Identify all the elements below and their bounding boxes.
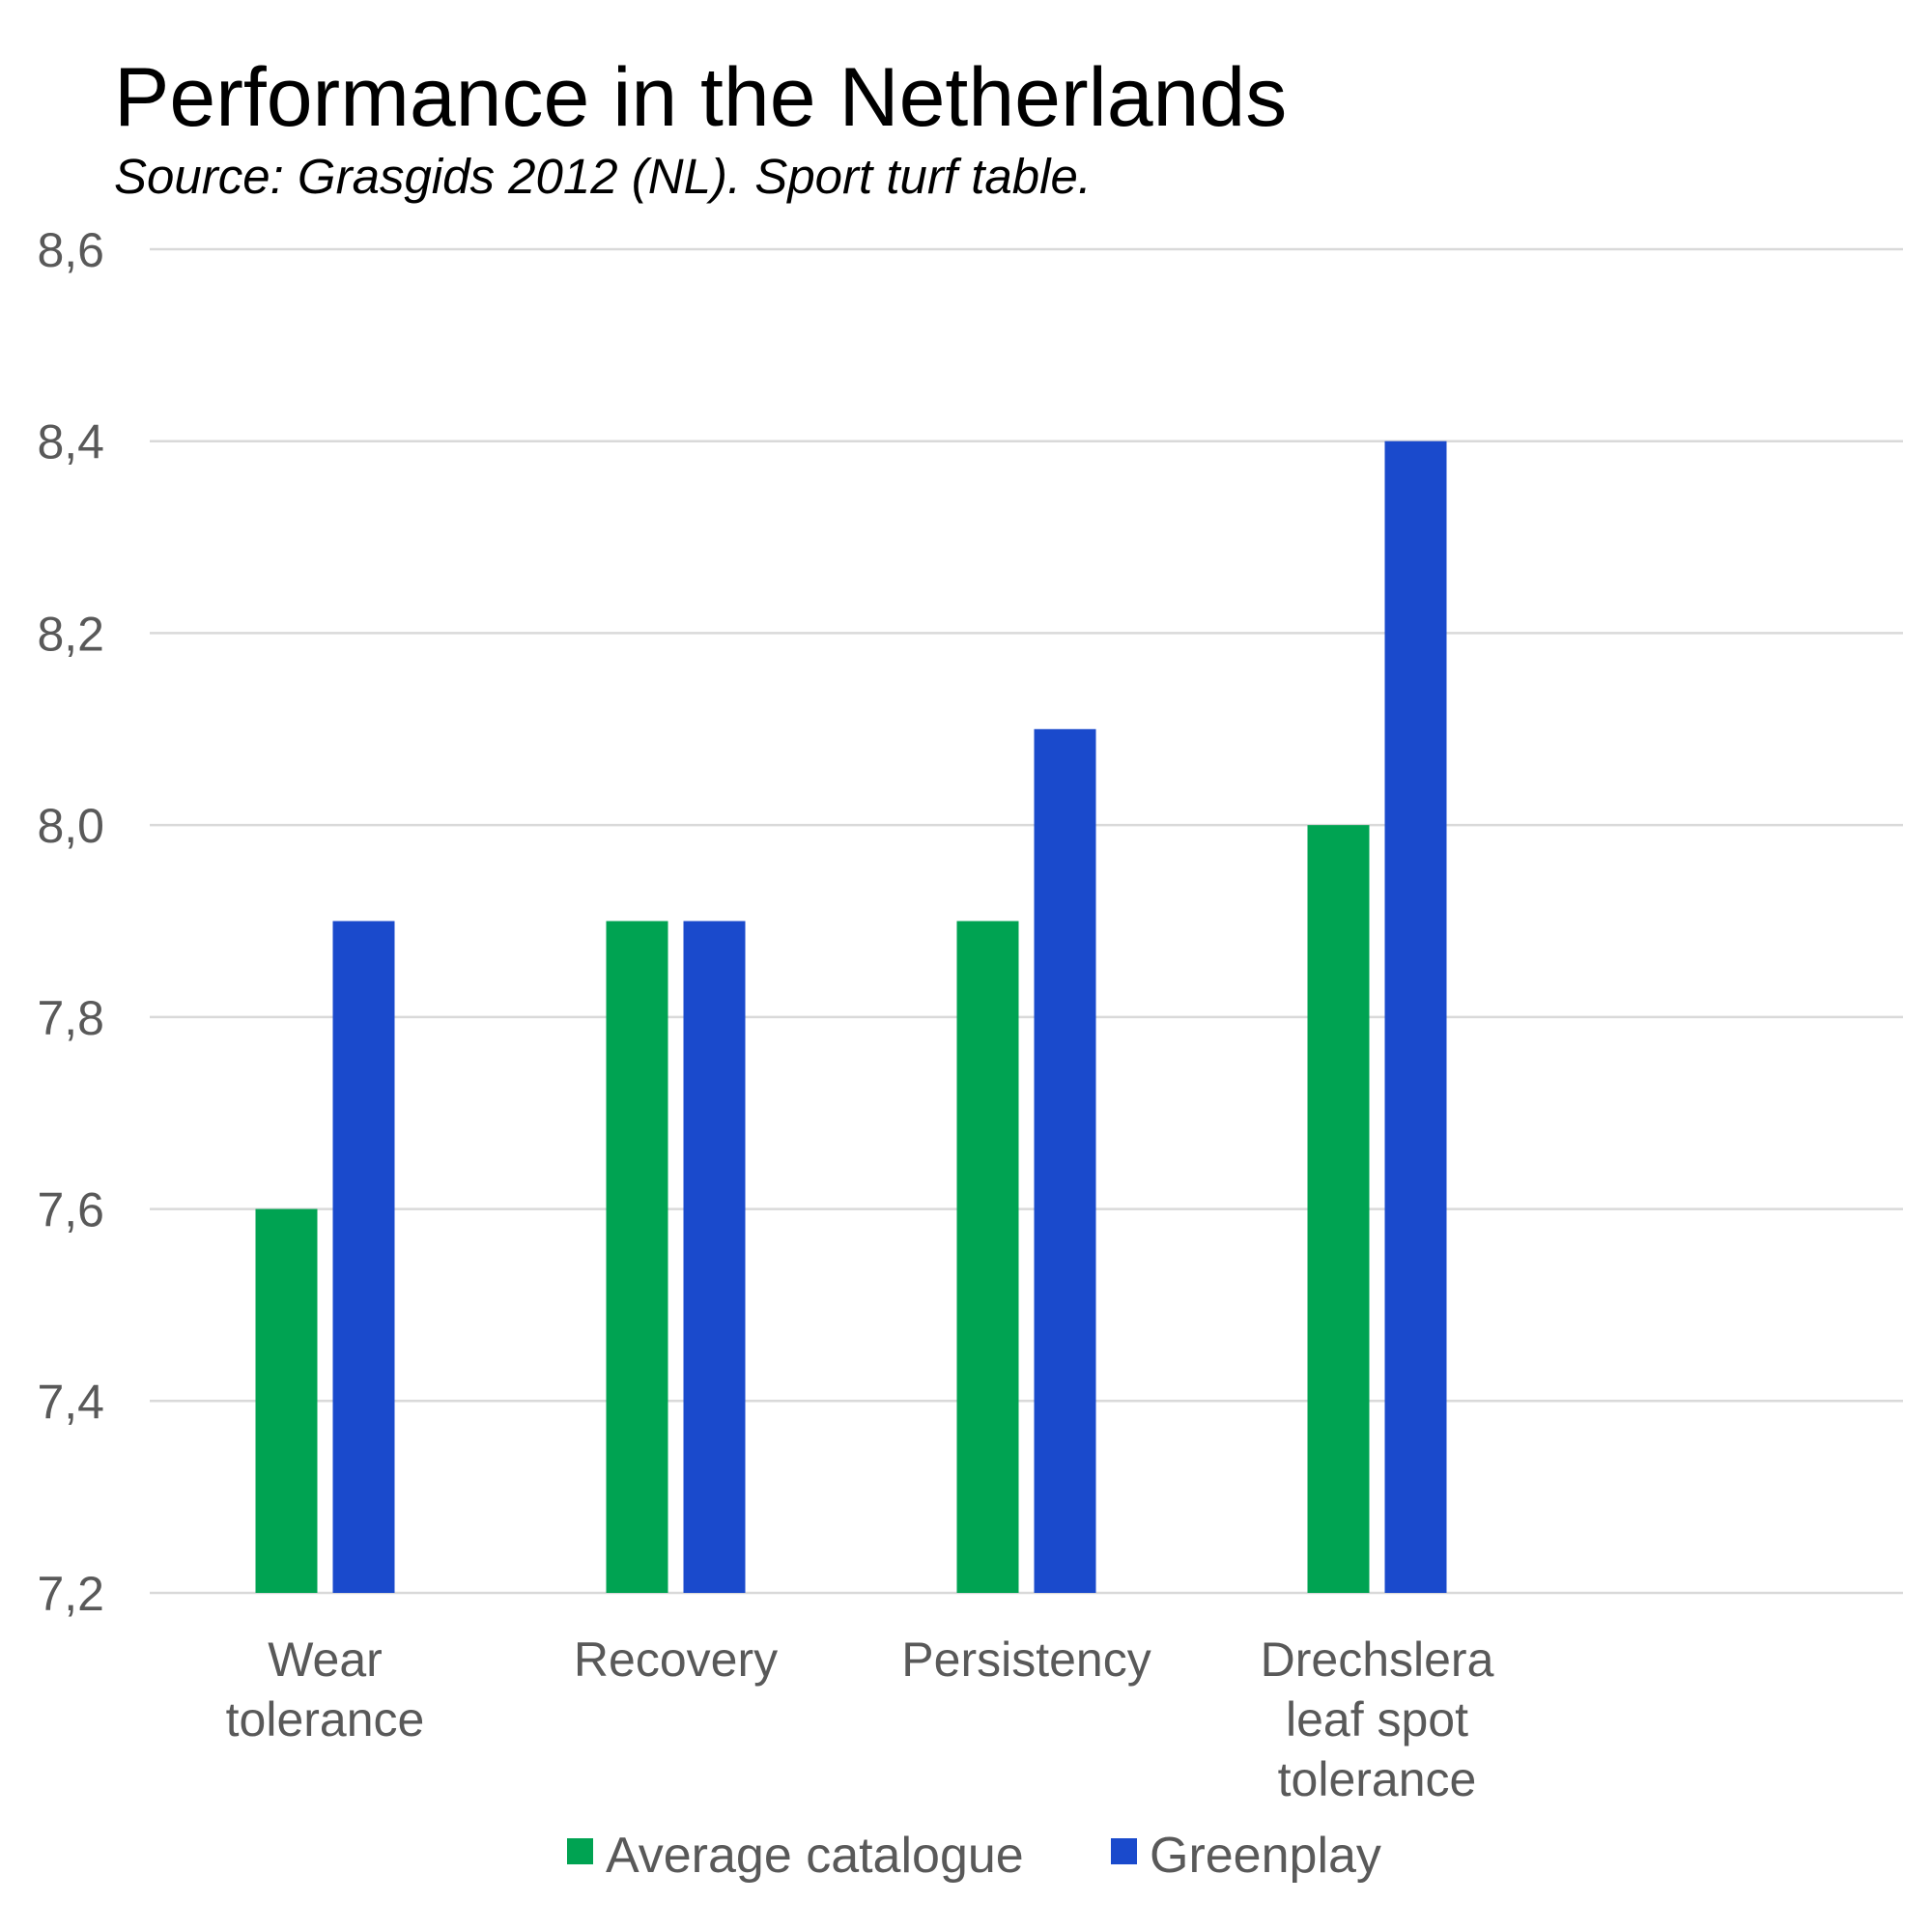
bar <box>956 921 1019 1593</box>
x-tick-label: Persistency <box>901 1633 1151 1687</box>
y-tick-label: 7,4 <box>37 1375 104 1429</box>
y-tick-label: 7,6 <box>37 1183 104 1237</box>
y-tick-label: 8,4 <box>37 415 104 469</box>
x-tick-label: Wear tolerance <box>226 1633 425 1746</box>
y-tick-label: 8,2 <box>37 607 104 661</box>
bar <box>1307 825 1370 1593</box>
y-axis-ticks: 7,2 7,4 7,6 7,8 8,0 8,2 8,4 8,6 <box>37 223 104 1621</box>
legend-swatch <box>1111 1838 1137 1864</box>
y-tick-label: 7,8 <box>37 991 104 1045</box>
bar <box>332 921 395 1593</box>
bars <box>255 440 1447 1593</box>
y-tick-label: 7,2 <box>37 1567 104 1621</box>
chart-subtitle: Source: Grasgids 2012 (NL). Sport turf t… <box>114 149 1092 204</box>
legend-label: Greenplay <box>1150 1828 1381 1884</box>
y-tick-label: 8,0 <box>37 799 104 853</box>
legend-label: Average catalogue <box>606 1828 1024 1884</box>
chart-title: Performance in the Netherlands <box>114 51 1287 144</box>
bar <box>606 921 668 1593</box>
bar <box>683 921 746 1593</box>
bar <box>1034 728 1096 1593</box>
x-tick-label: Drechslera leaf spot tolerance <box>1261 1633 1494 1806</box>
bar <box>255 1208 318 1593</box>
legend-swatch <box>567 1838 593 1864</box>
gridlines <box>150 247 1903 1595</box>
y-tick-label: 8,6 <box>37 223 104 277</box>
legend: Average catalogue Greenplay <box>567 1828 1381 1884</box>
x-tick-label: Recovery <box>574 1633 778 1687</box>
bar <box>1384 440 1447 1593</box>
x-axis-ticks: Wear tolerance Recovery Persistency Drechsle… <box>226 1633 1494 1806</box>
